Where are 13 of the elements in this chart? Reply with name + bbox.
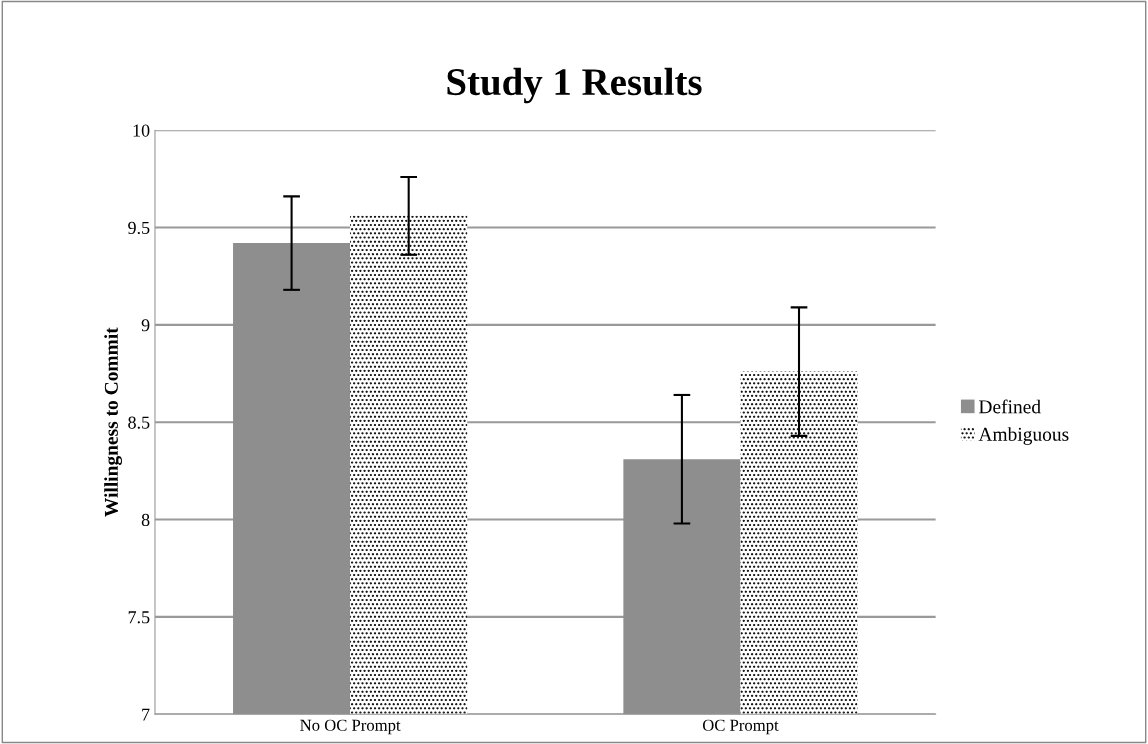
y-tick-label: 8 [141, 513, 150, 526]
y-axis-title: Willingness to Commit [104, 327, 122, 517]
y-tick-label: 9 [141, 319, 150, 332]
legend-label: Ambiguous [978, 427, 1069, 445]
y-tick-label: 9.5 [128, 221, 150, 235]
y-tick-label: 8.5 [128, 416, 150, 429]
legend-label: Defined [978, 399, 1041, 414]
chart-title: Study 1 Results [447, 67, 702, 104]
x-tick-label: OC Prompt [702, 719, 779, 735]
y-tick-label: 7 [142, 708, 150, 721]
x-tick-label: No OC Prompt [300, 719, 401, 735]
y-tick-label: 7.5 [128, 611, 150, 624]
y-tick-label: 10 [133, 124, 150, 137]
